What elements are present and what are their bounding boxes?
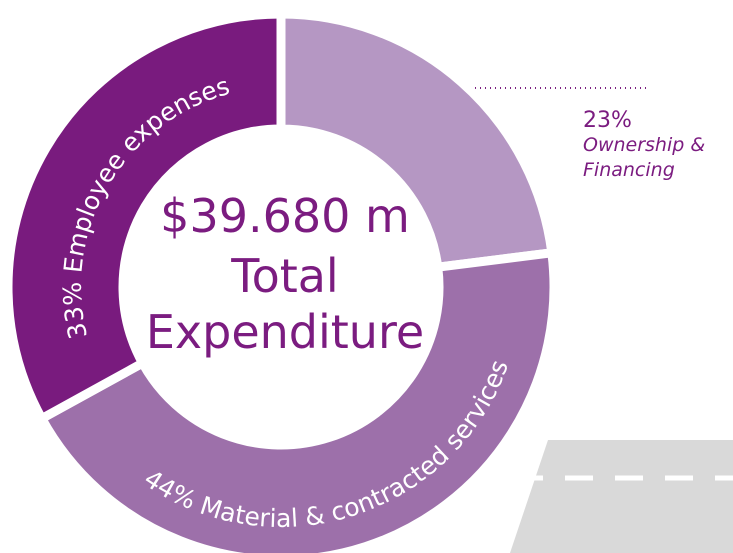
center-line: Total	[230, 249, 338, 303]
outside-label: 23% Ownership & Financing	[583, 108, 733, 183]
page: $39.680 m Total Expenditure 44%Material …	[0, 0, 733, 553]
value-label: 23%	[583, 108, 733, 133]
center-line: Expenditure	[146, 305, 424, 359]
center-total: $39.680 m	[160, 189, 410, 243]
road-decoration	[510, 440, 733, 553]
chart: $39.680 m Total Expenditure 44%Material …	[0, 0, 733, 553]
category-label: Ownership & Financing	[583, 133, 723, 183]
